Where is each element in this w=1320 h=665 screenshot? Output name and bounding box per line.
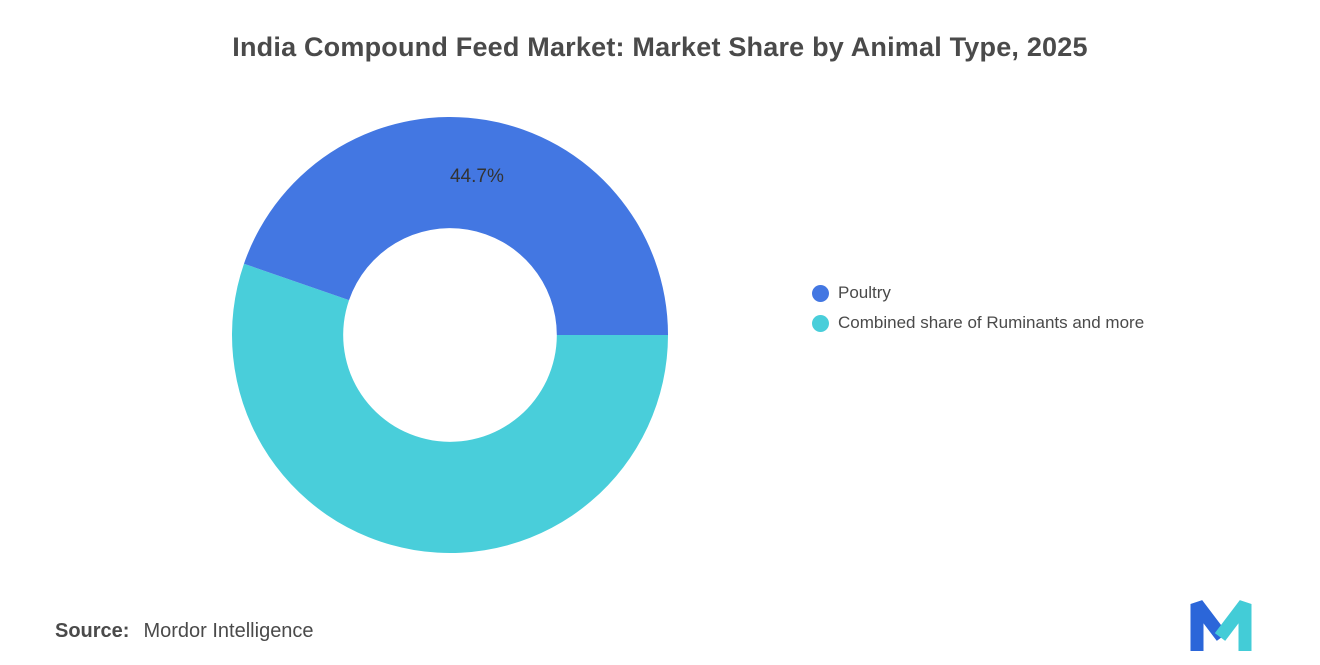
ruminants-legend-dot-icon [812,314,829,332]
donut-slice-poultry[interactable] [243,117,668,335]
legend-label: Poultry [838,283,891,302]
legend-label: Combined share of Ruminants and more [838,313,1145,332]
source-row: Source: Mordor Intelligence [55,620,314,643]
legend-item-ruminants[interactable]: Combined share of Ruminants and more [812,313,1144,333]
legend-item-poultry[interactable]: Poultry [812,283,1144,303]
source-label: Source: [55,620,130,642]
donut-slice-combined-share-of-ruminants-and-more[interactable] [231,263,668,554]
mordor-intelligence-logo [1190,600,1252,651]
legend: Poultry Combined share of Ruminants and … [812,283,1144,333]
chart-title: India Compound Feed Market: Market Share… [232,32,1088,62]
source-value: Mordor Intelligence [143,620,314,642]
poultry-legend-dot-icon [812,284,829,302]
slice-data-label: 44.7% [450,166,504,187]
